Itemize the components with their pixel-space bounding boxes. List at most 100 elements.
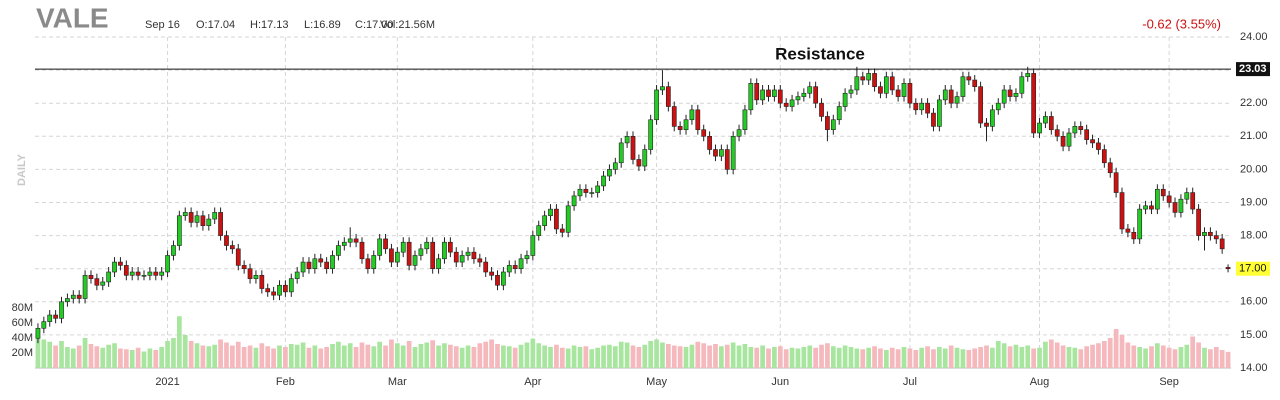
candle-body: [447, 241, 453, 253]
candle-body: [141, 275, 147, 277]
volume-bar: [618, 341, 624, 368]
candle-body: [813, 86, 819, 104]
close: C:17.00: [355, 19, 394, 31]
volume-bar: [1184, 344, 1190, 368]
candle-body: [612, 162, 618, 170]
candle-body: [901, 83, 907, 97]
candle-body: [783, 102, 789, 107]
candle-body: [235, 248, 241, 266]
candle-body: [1225, 267, 1231, 270]
volume-bar: [259, 343, 265, 368]
candle-body: [477, 258, 483, 263]
volume-bar: [230, 345, 235, 368]
volume-bar: [783, 349, 789, 368]
volume-bar: [389, 339, 394, 368]
candle-body: [341, 241, 347, 246]
candle-body: [518, 258, 524, 269]
x-tick-label: May: [646, 376, 667, 388]
y-tick-label: 24.00: [1240, 31, 1268, 43]
volume-bar: [312, 345, 318, 368]
volume-bar: [1154, 343, 1160, 368]
volume-bar: [789, 347, 795, 368]
candle-body: [960, 76, 966, 97]
volume-bar: [683, 347, 689, 368]
volume-bar: [842, 345, 848, 368]
volume-bar: [495, 344, 500, 368]
volume-bar: [966, 350, 972, 368]
volume-bar: [677, 346, 683, 368]
volume-bar: [294, 344, 300, 368]
candle-body: [1172, 202, 1178, 213]
volume-bar: [1096, 343, 1101, 368]
candle-body: [218, 212, 223, 236]
candle-body: [642, 149, 648, 167]
candle-body: [842, 92, 848, 107]
candle-body: [524, 255, 530, 260]
candle-body: [153, 271, 159, 276]
candle-body: [330, 255, 335, 270]
candle-body: [312, 258, 318, 269]
volume-bar: [913, 350, 919, 368]
volume-bar: [701, 343, 707, 368]
candle-body: [777, 89, 783, 104]
candle-body: [1113, 172, 1119, 193]
volume-bar: [459, 347, 465, 368]
candle-body: [247, 268, 253, 279]
candle-body: [1001, 89, 1007, 104]
volume-bar: [907, 348, 913, 368]
change: -0.62 (3.55%): [1142, 16, 1221, 31]
y2-tick-label: 20M: [12, 347, 33, 359]
candle-body: [931, 112, 936, 127]
volume-bar: [954, 347, 960, 368]
candle-body: [1007, 89, 1013, 97]
candle-body: [436, 258, 441, 269]
volume-bar: [194, 343, 200, 368]
volume-bar: [742, 344, 748, 368]
volume-bar: [465, 345, 471, 368]
volume-bar: [324, 347, 329, 368]
volume-bar: [1084, 346, 1090, 368]
candle-body: [583, 188, 589, 193]
volume-bar: [836, 347, 842, 368]
volume-bar: [212, 344, 218, 368]
volume-bar: [559, 347, 565, 368]
candle-body: [1196, 208, 1201, 236]
candle-body: [1096, 142, 1101, 150]
candle-body: [577, 188, 583, 197]
candle-body: [283, 284, 288, 293]
candle-body: [1219, 238, 1225, 250]
volume-bar: [601, 345, 606, 368]
candle-body: [913, 102, 919, 111]
candle-body: [536, 225, 542, 236]
candle-body: [819, 102, 824, 117]
candle-body: [878, 86, 883, 94]
candle-body: [990, 109, 995, 127]
candle-body: [848, 89, 854, 94]
volume-bar: [182, 335, 188, 368]
candle-body: [1054, 129, 1060, 137]
volume-bar: [47, 341, 53, 368]
volume-bar: [636, 347, 642, 368]
candle-body: [359, 241, 365, 260]
volume-bar: [830, 346, 836, 368]
volume-bar: [76, 345, 82, 368]
volume-bar: [925, 346, 930, 368]
volume-bar: [82, 338, 88, 368]
y-tick-label: 19.00: [1240, 196, 1268, 208]
volume-bar: [1213, 347, 1219, 368]
volume-bar: [1037, 347, 1042, 368]
candle-body: [1137, 208, 1143, 240]
volume-bar: [1078, 349, 1084, 368]
y-tick-label: 16.00: [1240, 296, 1268, 308]
volume-bar: [65, 347, 70, 368]
x-tick-label: Jul: [903, 376, 917, 388]
volume-bar: [807, 345, 813, 368]
volume-bar: [889, 347, 895, 368]
candle-body: [294, 271, 300, 279]
volume-bar: [1113, 329, 1119, 368]
candle-body: [1119, 192, 1125, 230]
volume-bar: [671, 345, 677, 368]
volume-bar: [1048, 339, 1054, 368]
volume-bar: [41, 339, 47, 368]
volume-bar: [931, 349, 936, 368]
